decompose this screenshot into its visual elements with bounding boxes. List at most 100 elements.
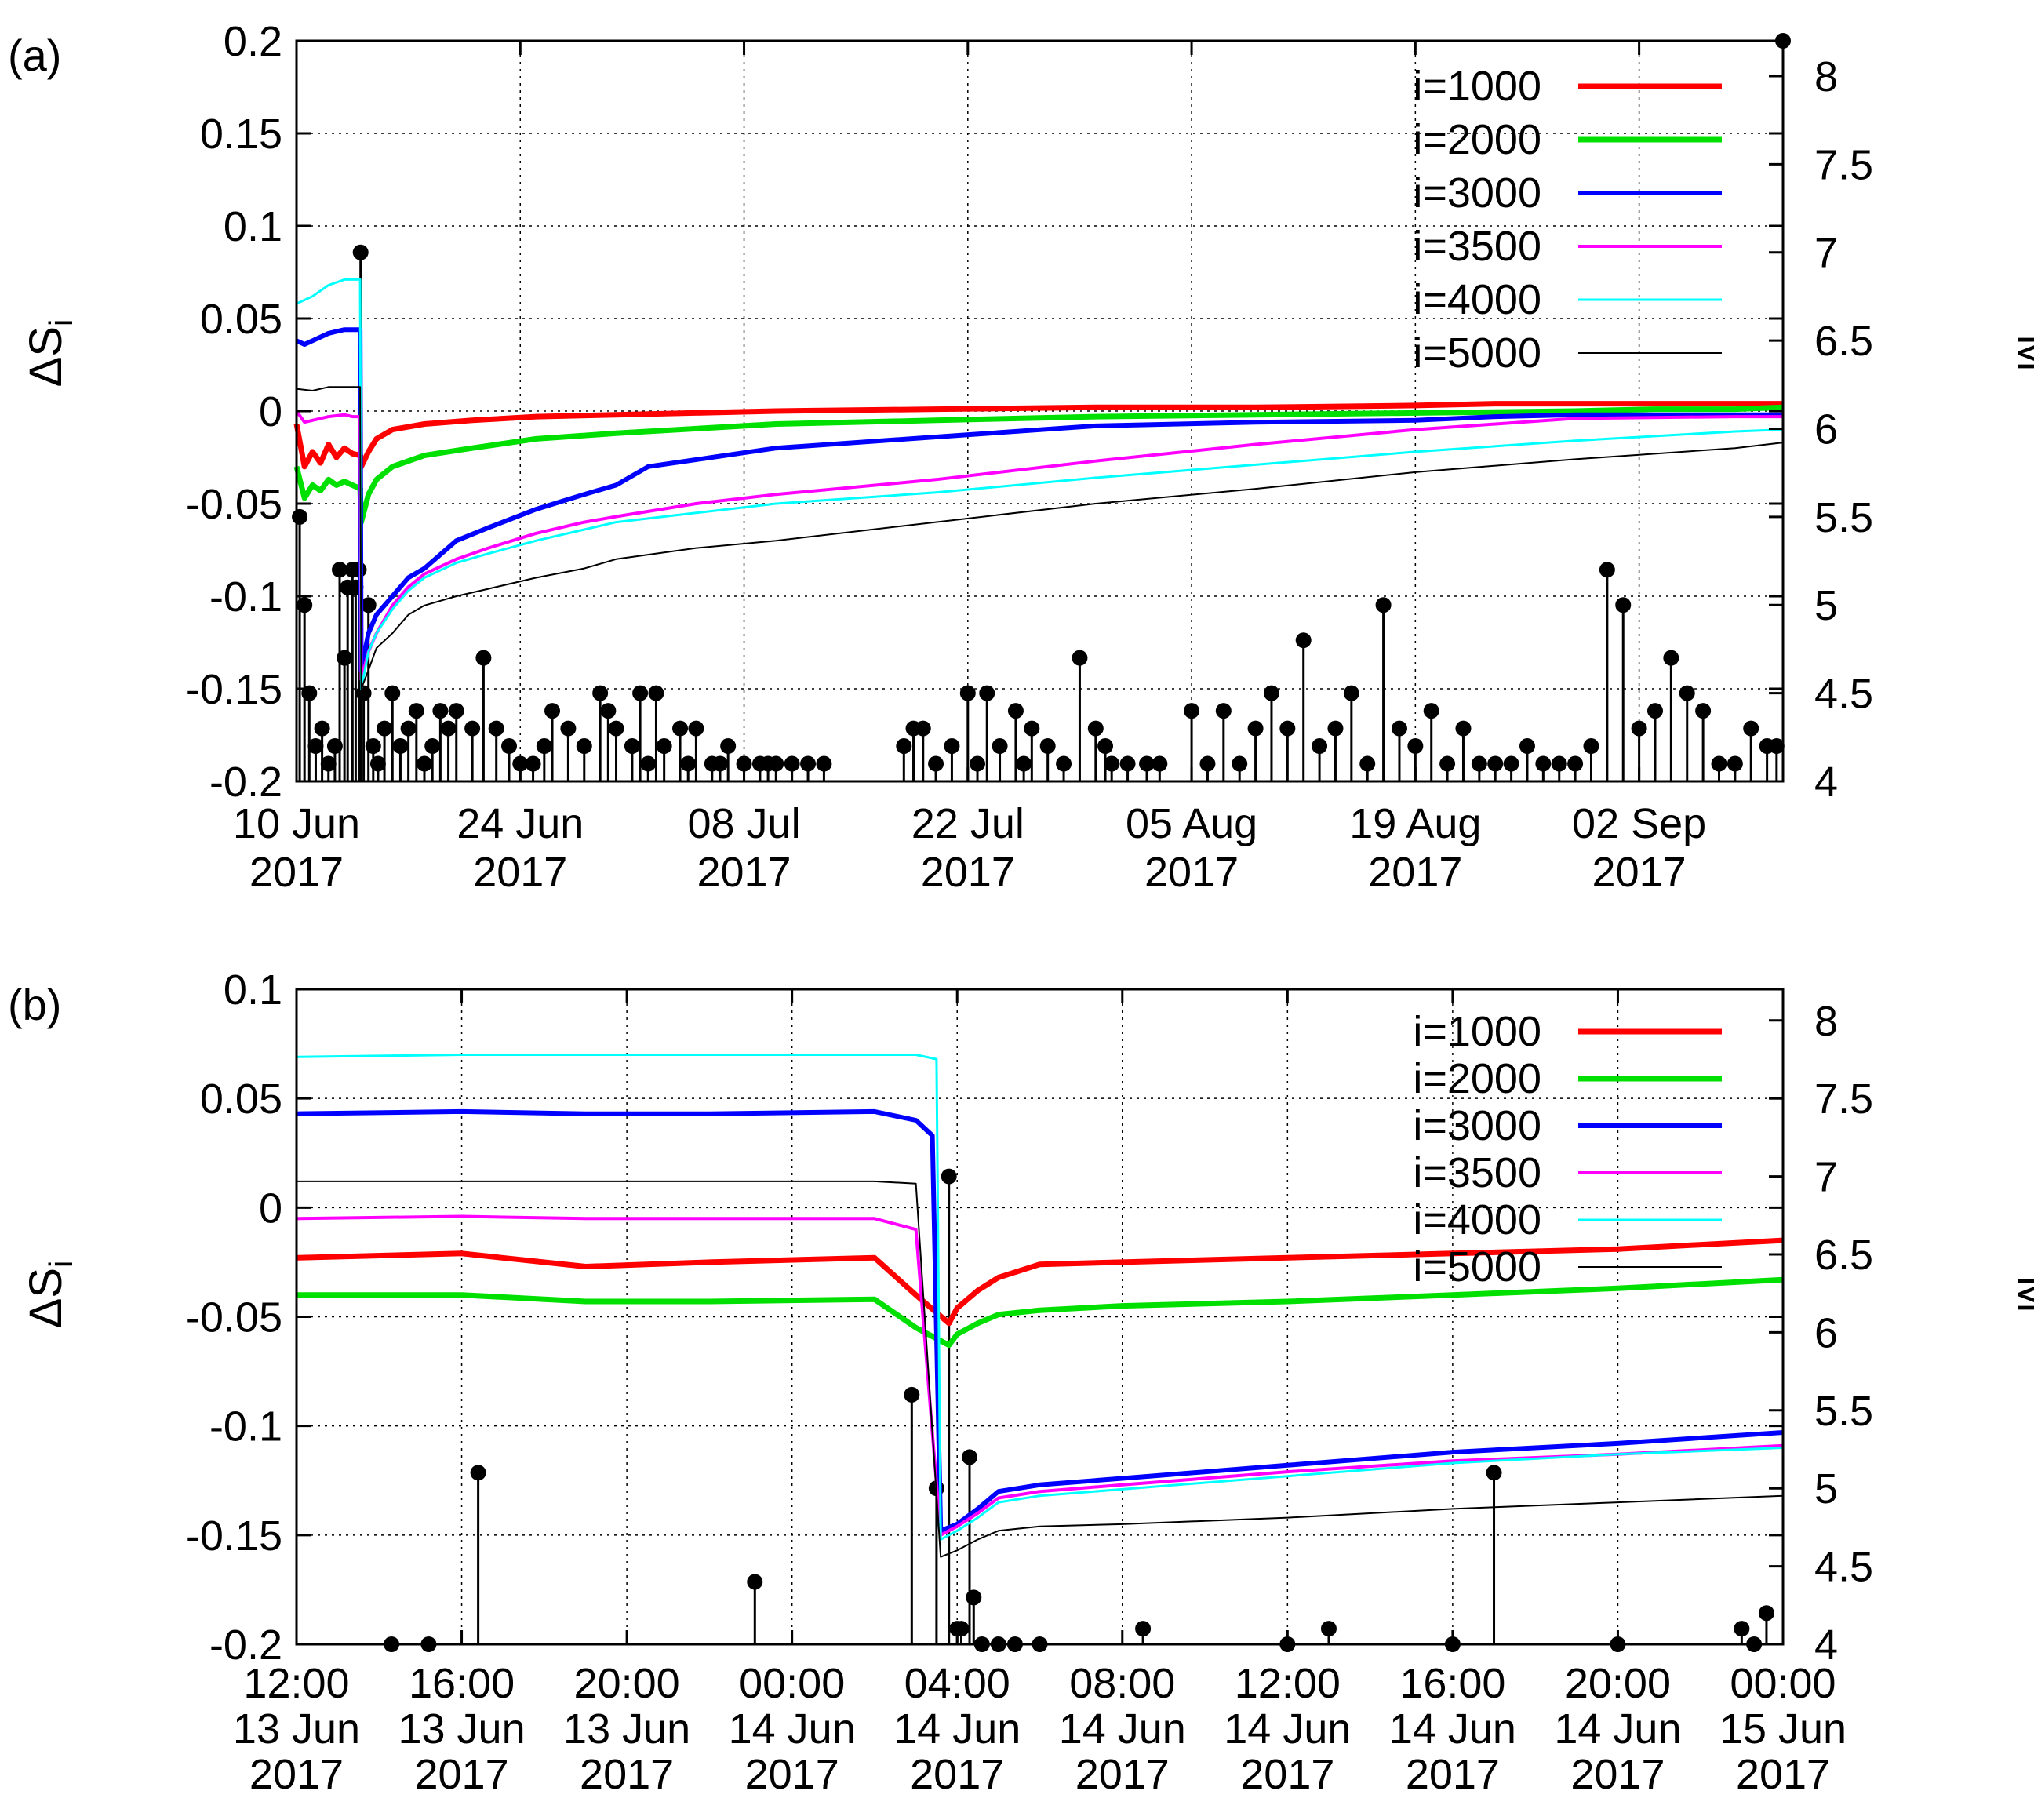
y2-tick-label: 5.5 (1814, 1388, 1873, 1435)
x-tick-label: 2017 (1144, 849, 1239, 896)
chart-panel-b: (b) -0.2 -0.15 -0.1 -0.05 0 0.05 0.1 4 4.5 5 5.5 6 6.… (8, 966, 2034, 1798)
event-marker (784, 755, 800, 772)
event-marker (1152, 755, 1168, 772)
x-tick-label: 2017 (1570, 1751, 1665, 1798)
event-marker (1135, 1621, 1152, 1637)
y-tick-label: -0.2 (209, 759, 282, 806)
event-marker (1295, 632, 1312, 649)
legend-label: i=5000 (1413, 329, 1541, 377)
y-tick-label: 0 (259, 388, 282, 435)
x-tick-label: 10 Jun (233, 800, 360, 847)
event-marker (1551, 755, 1567, 772)
legend-label: i=4000 (1413, 1196, 1541, 1243)
series-line-i-2000 (297, 1276, 1784, 1349)
y2-tick-label: 6 (1814, 406, 1838, 453)
series-line-i-3500 (296, 1214, 1784, 1537)
x-tick-label: 2017 (697, 849, 791, 896)
y-tick-label: 0.2 (224, 18, 282, 65)
event-marker (720, 738, 737, 755)
x-tick-label: 2017 (910, 1751, 1004, 1798)
y2-axis-label: M (2007, 1276, 2034, 1313)
series-line-i-3000 (296, 1108, 1784, 1534)
y-tick-label: -0.2 (209, 1622, 282, 1669)
x-tick-label: 20:00 (1565, 1660, 1671, 1707)
event-marker (904, 1386, 920, 1403)
x-tick-label: 14 Jun (893, 1705, 1021, 1753)
y-tick-label: -0.1 (209, 573, 282, 621)
event-marker (1320, 1621, 1337, 1637)
event-marker (672, 720, 689, 737)
event-marker (680, 755, 697, 772)
y-tick-label: 0.05 (200, 1076, 282, 1123)
event-marker (424, 738, 441, 755)
legend-label: i=4000 (1413, 276, 1541, 323)
y2-tick-label: 4 (1814, 1622, 1838, 1669)
y2-tick-label: 7.5 (1814, 1076, 1873, 1123)
series-line-i-4000 (296, 1054, 1784, 1541)
event-marker (608, 720, 624, 737)
event-marker (953, 1621, 970, 1637)
y-tick-label: -0.15 (186, 666, 282, 713)
event-marker (768, 755, 784, 772)
event-marker (747, 1574, 763, 1590)
x-tick-label: 2017 (580, 1751, 674, 1798)
event-marker (1583, 738, 1599, 755)
event-marker (1024, 720, 1040, 737)
x-tick-label: 15 Jun (1719, 1705, 1847, 1753)
event-marker (512, 755, 529, 772)
x-tick-label: 2017 (1240, 1751, 1334, 1798)
panel-label: (b) (8, 980, 61, 1029)
legend-label: i=1000 (1413, 63, 1541, 110)
event-marker (736, 755, 752, 772)
event-marker (1439, 755, 1456, 772)
event-marker (1695, 703, 1712, 719)
event-marker (1184, 703, 1200, 719)
x-tick-label: 2017 (745, 1751, 839, 1798)
event-marker (1646, 703, 1663, 719)
x-tick-label: 16:00 (1399, 1660, 1505, 1707)
event-marker (417, 755, 433, 772)
y-tick-label: 0.1 (224, 966, 282, 1014)
series-line-i-1000 (296, 1237, 1784, 1327)
event-marker (1375, 597, 1392, 613)
event-marker (928, 755, 944, 772)
y-tick-label: -0.15 (186, 1512, 282, 1560)
series-line-i-5000 (296, 386, 1784, 690)
event-marker (470, 1465, 486, 1481)
event-marker (1087, 720, 1104, 737)
x-tick-label: 14 Jun (1059, 1705, 1186, 1753)
y-axis-label: ΔSi (20, 1261, 79, 1329)
event-marker (1519, 738, 1535, 755)
legend-label: i=3000 (1413, 1102, 1541, 1149)
x-tick-label: 24 Jun (457, 800, 584, 847)
event-marker (1407, 738, 1424, 755)
event-marker (501, 738, 518, 755)
x-tick-label: 00:00 (739, 1660, 845, 1707)
event-marker (297, 597, 313, 613)
y-tick-label: -0.1 (209, 1403, 282, 1451)
x-tick-label: 2017 (1406, 1751, 1500, 1798)
x-tick-label: 2017 (249, 849, 344, 896)
event-marker (1768, 738, 1785, 755)
y2-tick-label: 6 (1814, 1309, 1838, 1356)
y2-tick-label: 4 (1814, 759, 1838, 806)
event-marker (1663, 650, 1679, 666)
y2-axis-label: M (2007, 334, 2034, 372)
event-marker (384, 685, 401, 701)
chart-panel-a: (a) -0.2 -0.15 -0.1 -0.05 0 0.05 0.1 0.15 0.2 4 4.5… (8, 18, 2034, 896)
series-line-i-2000 (293, 404, 1784, 526)
event-marker (536, 738, 552, 755)
event-marker (1359, 755, 1376, 772)
event-marker (1599, 562, 1615, 578)
y-tick-label: 0.1 (224, 203, 282, 250)
event-marker (896, 738, 912, 755)
y2-tick-label: 4.5 (1814, 671, 1873, 718)
x-tick-label: 00:00 (1730, 1660, 1836, 1707)
event-marker (1758, 1605, 1774, 1622)
event-marker (488, 720, 504, 737)
event-marker (525, 755, 541, 772)
event-marker (632, 685, 649, 701)
x-tick-label: 08:00 (1069, 1660, 1175, 1707)
event-marker (688, 720, 704, 737)
event-marker (1232, 755, 1248, 772)
